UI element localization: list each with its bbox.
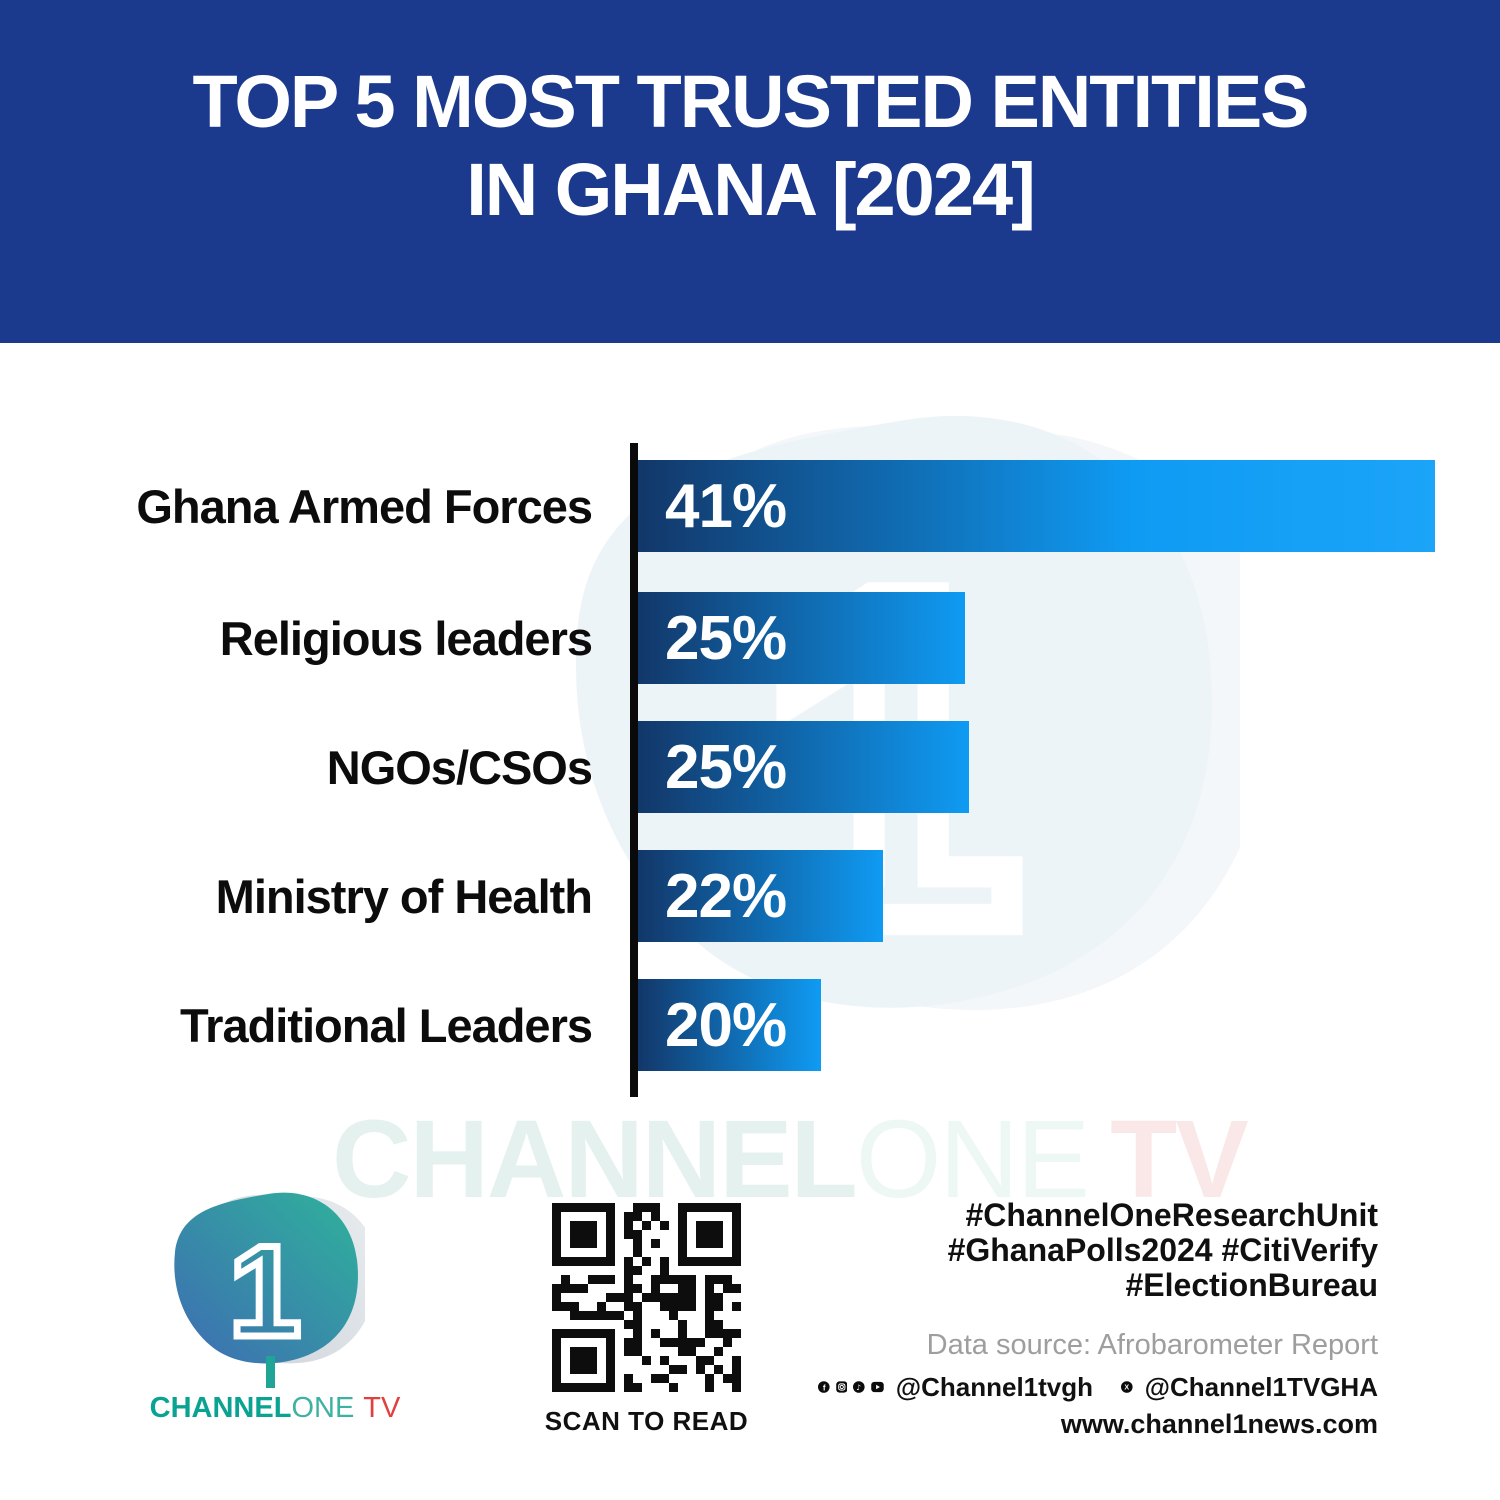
value-label: 25% xyxy=(665,732,787,802)
chart-axis-line xyxy=(630,443,638,1097)
bar: 25% xyxy=(638,721,969,813)
value-label: 41% xyxy=(665,471,787,541)
website-url: www.channel1news.com xyxy=(1060,1409,1378,1439)
social-row: f ♪ @Channel1tvgh X @Channel1TVGHA xyxy=(818,1372,1378,1402)
tiktok-icon: ♪ xyxy=(853,1381,865,1393)
value-label: 20% xyxy=(665,990,787,1060)
category-label: NGOs/CSOs xyxy=(326,740,593,794)
value-label: 22% xyxy=(665,861,787,931)
logo-wordmark: CHANNELONE TV xyxy=(130,1392,420,1425)
svg-text:X: X xyxy=(1124,1384,1129,1392)
logo-wordmark-tv: TV xyxy=(363,1392,401,1424)
youtube-icon xyxy=(871,1381,884,1393)
category-label: Traditional Leaders xyxy=(180,998,593,1052)
title-line-2: IN GHANA [2024] xyxy=(466,148,1036,231)
bar: 41% xyxy=(638,460,1435,552)
svg-text:f: f xyxy=(823,1384,826,1393)
footer-info-block: #ChannelOneResearchUnit #GhanaPolls2024 … xyxy=(818,1198,1378,1440)
logo-numeral-tail xyxy=(266,1356,275,1388)
watermark-channel: CHANNEL xyxy=(332,1098,858,1221)
page-title: TOP 5 MOST TRUSTED ENTITIES IN GHANA [20… xyxy=(0,58,1500,234)
bar: 22% xyxy=(638,850,883,942)
value-label: 25% xyxy=(665,603,787,673)
hashtag-line: #ChannelOneResearchUnit xyxy=(965,1197,1378,1233)
logo-wordmark-channel: CHANNEL xyxy=(149,1392,292,1424)
category-label: Ministry of Health xyxy=(215,869,593,923)
facebook-icon: f xyxy=(818,1381,830,1393)
watermark-tv: TV xyxy=(1110,1098,1249,1221)
watermark-wordmark: CHANNELONE TV xyxy=(332,1096,1249,1223)
svg-text:♪: ♪ xyxy=(857,1383,862,1392)
social-handle-main: @Channel1tvgh xyxy=(895,1371,1094,1402)
bar: 25% xyxy=(638,592,965,684)
hashtag-line: #GhanaPolls2024 #CitiVerify xyxy=(947,1232,1378,1268)
logo-wordmark-one: ONE xyxy=(291,1392,355,1424)
instagram-icon xyxy=(835,1381,847,1393)
qr-code xyxy=(552,1203,741,1392)
qr-caption: SCAN TO READ xyxy=(544,1406,749,1436)
category-label: Ghana Armed Forces xyxy=(136,479,593,533)
logo-numeral: 1 xyxy=(229,1218,301,1364)
bar: 20% xyxy=(638,979,821,1071)
title-line-1: TOP 5 MOST TRUSTED ENTITIES xyxy=(192,60,1309,143)
hashtag-line: #ElectionBureau xyxy=(1125,1267,1378,1303)
social-handle-x: @Channel1TVGHA xyxy=(1144,1371,1378,1402)
channel-one-logo: 1 xyxy=(174,1192,365,1388)
header-banner: TOP 5 MOST TRUSTED ENTITIES IN GHANA [20… xyxy=(0,0,1500,343)
watermark-one: ONE xyxy=(855,1098,1090,1221)
data-source: Data source: Afrobarometer Report xyxy=(926,1329,1378,1361)
category-label: Religious leaders xyxy=(219,611,593,665)
logo-pick-shape xyxy=(174,1192,358,1364)
x-icon: X xyxy=(1121,1381,1133,1393)
